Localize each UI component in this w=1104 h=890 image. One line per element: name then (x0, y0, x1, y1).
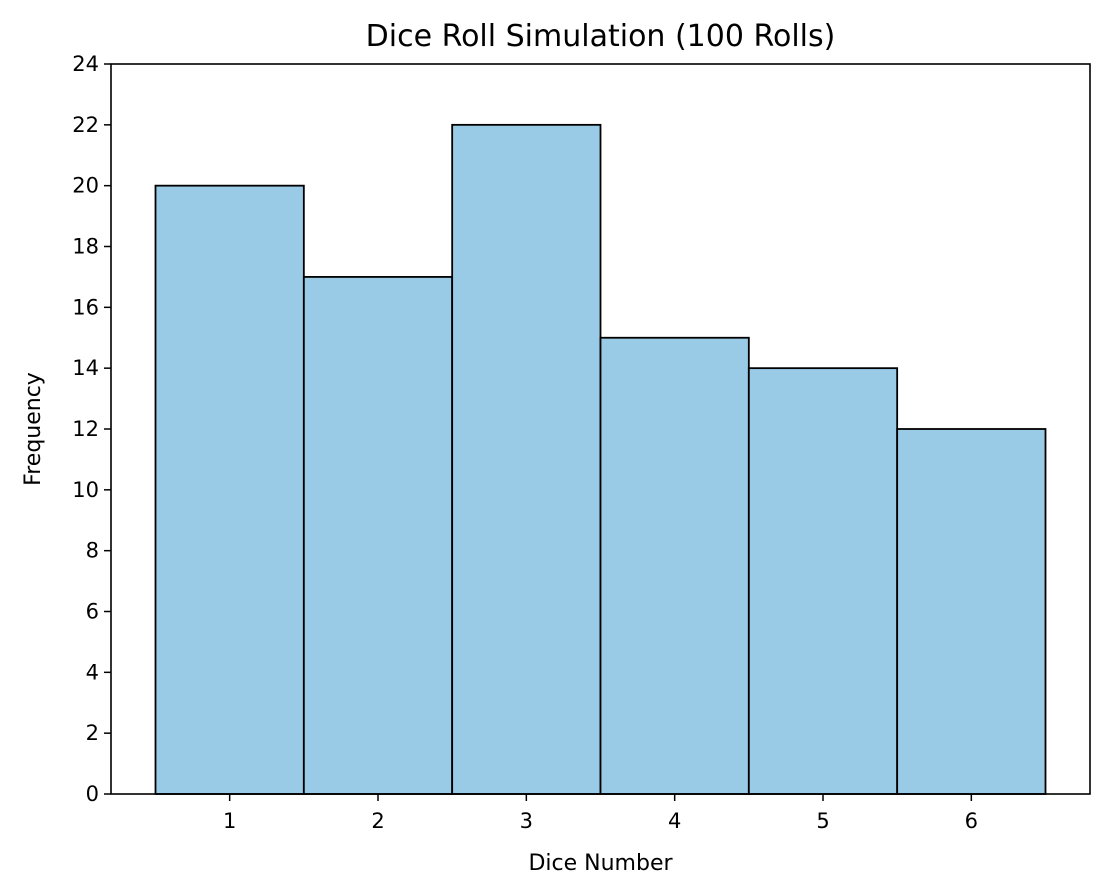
y-tick-label: 10 (72, 478, 99, 502)
y-tick-label: 0 (86, 782, 99, 806)
x-tick-label: 6 (965, 809, 978, 833)
bar-1 (154, 184, 305, 795)
y-tick-label: 20 (72, 174, 99, 198)
x-tick-label: 3 (520, 809, 533, 833)
bar-2 (302, 276, 454, 795)
bar-4 (599, 336, 750, 795)
y-tick-label: 16 (72, 295, 99, 319)
chart-title: Dice Roll Simulation (100 Rolls) (366, 19, 836, 54)
bars-layer (154, 123, 1047, 795)
x-axis-ticks: 1 2 3 4 5 6 (223, 794, 978, 833)
bar-5 (747, 367, 899, 795)
y-tick-label: 12 (72, 417, 99, 441)
bar-3 (451, 123, 602, 795)
y-tick-label: 2 (86, 721, 99, 745)
x-axis-label: Dice Number (528, 851, 673, 876)
y-tick-label: 18 (72, 235, 99, 259)
y-tick-label: 14 (72, 356, 99, 380)
plot-frame (110, 63, 1091, 795)
x-tick-label: 5 (816, 809, 829, 833)
x-tick-label: 1 (223, 809, 236, 833)
bar-6 (896, 428, 1047, 795)
y-tick-label: 4 (86, 660, 99, 684)
x-tick-label: 4 (668, 809, 681, 833)
y-tick-label: 8 (86, 539, 99, 563)
y-tick-label: 24 (72, 52, 99, 76)
x-tick-label: 2 (371, 809, 384, 833)
y-tick-label: 22 (72, 113, 99, 137)
y-axis-label: Frequency (21, 372, 46, 486)
y-tick-label: 6 (86, 600, 99, 624)
